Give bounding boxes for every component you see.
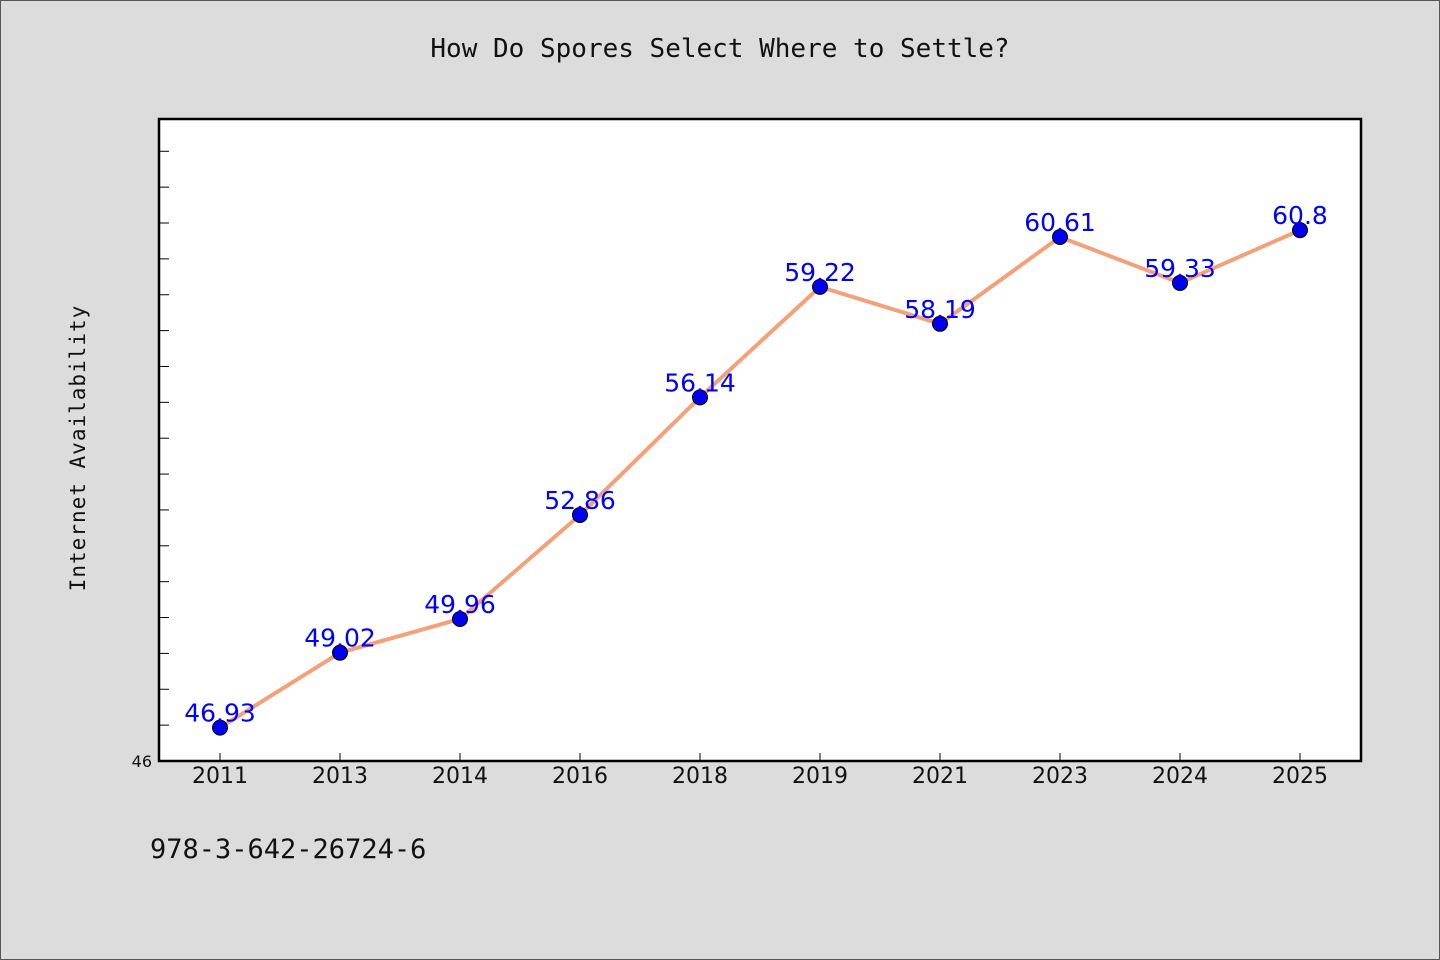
- data-label: 59.22: [784, 258, 856, 287]
- x-tick-label: 2013: [312, 764, 368, 789]
- data-label: 60.8: [1272, 201, 1328, 230]
- data-point: [332, 644, 348, 661]
- data-point: [812, 278, 828, 295]
- x-tick-label: 2014: [432, 764, 488, 789]
- footer-code: 978-3-642-26724-6: [150, 834, 427, 865]
- x-tick-label: 2019: [792, 764, 848, 789]
- x-tick-label: 2025: [1272, 764, 1328, 789]
- data-point: [1172, 274, 1188, 291]
- data-label: 46.93: [184, 699, 256, 728]
- data-label: 60.61: [1024, 208, 1096, 237]
- data-label: 49.02: [304, 624, 376, 653]
- data-point: [452, 610, 468, 627]
- data-point: [692, 389, 708, 406]
- chart-title: How Do Spores Select Where to Settle?: [430, 34, 1010, 64]
- x-tick-label: 2016: [552, 764, 608, 789]
- data-labels: 46.93 49.02 49.96 52.86 56.14 59.22 58.19 60.61…: [184, 201, 1328, 727]
- data-label: 52.86: [544, 486, 616, 515]
- x-tick-label: 2024: [1152, 764, 1208, 789]
- series-markers: [212, 222, 1308, 736]
- x-tick-label: 2023: [1032, 764, 1088, 789]
- data-point: [212, 719, 228, 736]
- x-tick-label: 2021: [912, 764, 968, 789]
- x-tick-label: 2011: [192, 764, 248, 789]
- x-axis-ticks: 2011 2013 2014 2016 2018 2019 2021 2023 2024 2025: [192, 753, 1328, 789]
- plot-area: [157, 117, 1363, 763]
- data-label: 56.14: [664, 368, 736, 397]
- data-label: 59.33: [1144, 254, 1216, 283]
- data-label: 58.19: [904, 295, 976, 324]
- data-point: [1052, 228, 1068, 245]
- series-line: [218, 228, 1302, 730]
- data-point: [932, 315, 948, 332]
- y-tick-label-min: 46: [132, 752, 152, 771]
- data-point: [1292, 222, 1308, 239]
- data-label: 49.96: [424, 590, 496, 619]
- data-point: [572, 506, 588, 523]
- y-axis-ticks: [159, 150, 169, 726]
- x-tick-label: 2018: [672, 764, 728, 789]
